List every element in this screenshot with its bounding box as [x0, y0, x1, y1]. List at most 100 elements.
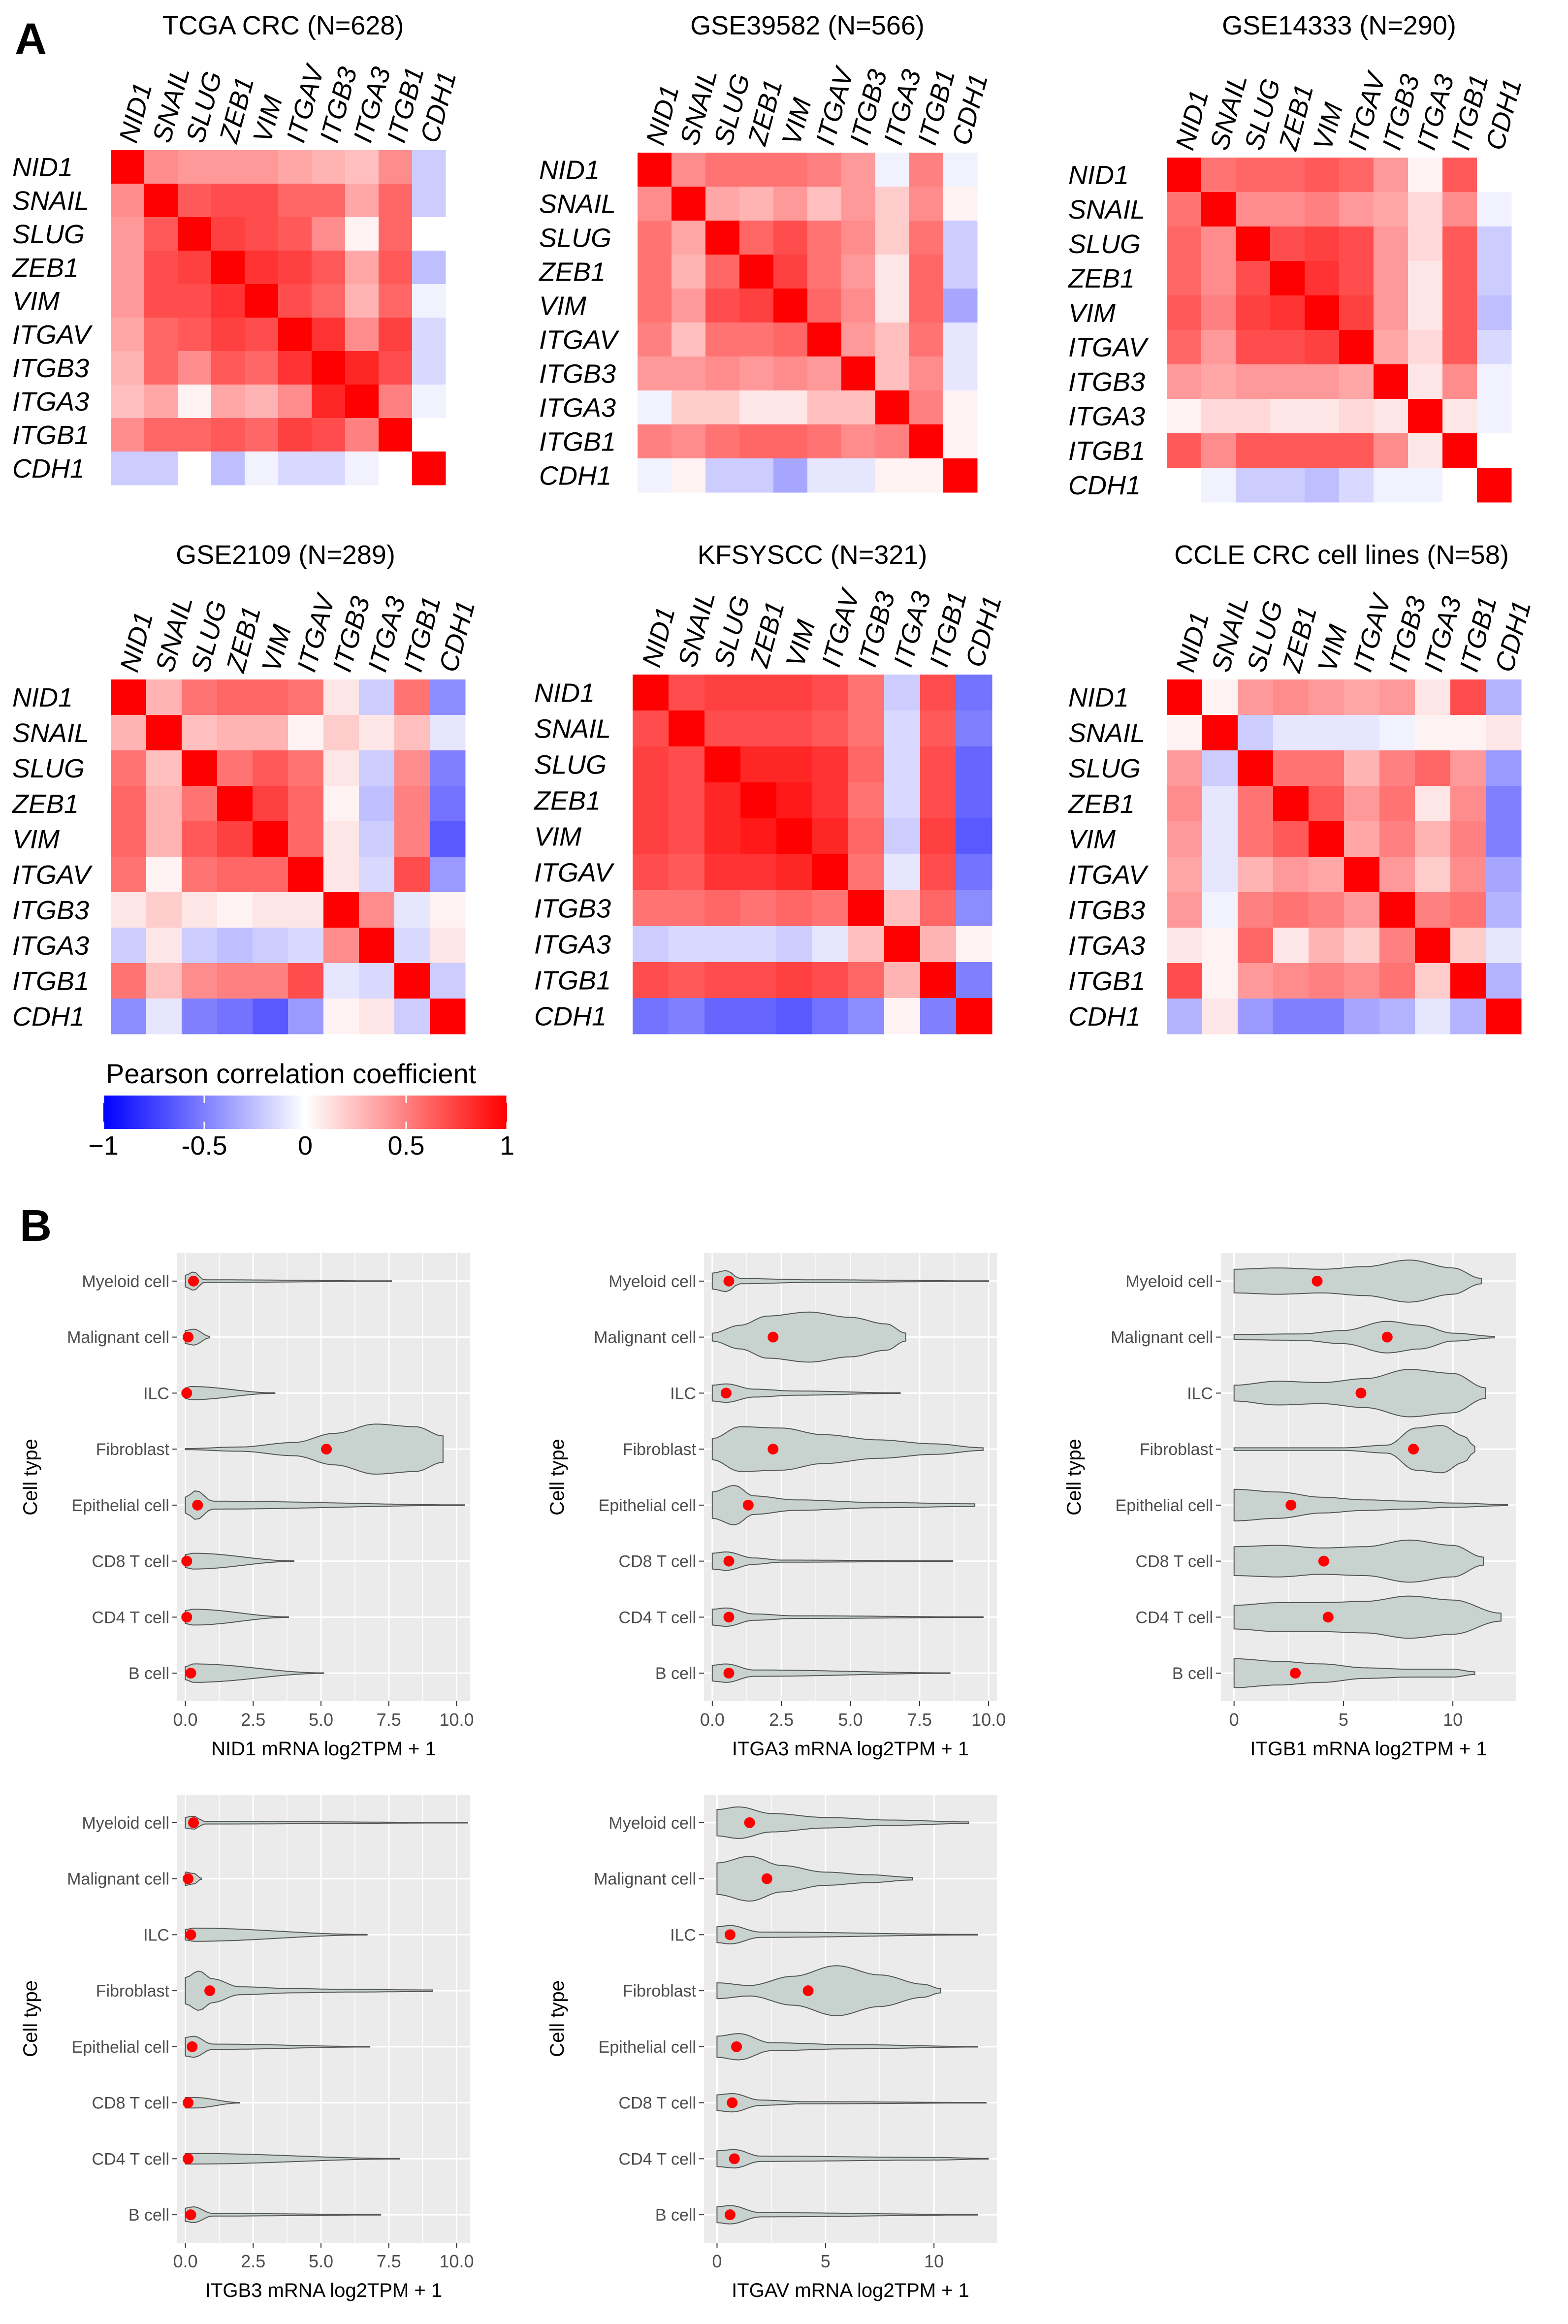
heatmap-cell — [1309, 750, 1344, 786]
heatmap-cell — [776, 890, 813, 927]
heatmap-cell — [111, 821, 147, 857]
heatmap-cell — [111, 150, 145, 184]
heatmap-cell — [1450, 963, 1486, 999]
heatmap-cell — [1374, 158, 1408, 193]
heatmap-cell — [412, 418, 446, 452]
y-tick-label: Fibroblast — [96, 1440, 170, 1459]
heatmap-cell — [323, 892, 359, 928]
heatmap-cell — [111, 418, 145, 452]
heatmap-cell — [146, 750, 182, 786]
heatmap-cell — [312, 184, 346, 218]
heatmap-cell — [144, 284, 178, 318]
heatmap-cell — [1167, 226, 1202, 261]
heatmap-cell — [1309, 821, 1344, 857]
mean-point — [185, 1929, 196, 1940]
heatmap-cell — [669, 710, 705, 747]
heatmap-cell — [1442, 261, 1477, 296]
heatmap-cell — [412, 150, 446, 184]
heatmap-cell — [111, 857, 147, 893]
heatmap-cell — [1408, 364, 1443, 399]
heatmap-cell — [345, 184, 379, 218]
x-tick-label: 10.0 — [439, 2251, 474, 2271]
heatmap-cell — [394, 750, 430, 786]
heatmap-cell — [740, 710, 777, 747]
heatmap-cell — [739, 187, 774, 221]
heatmap-cell — [1236, 226, 1271, 261]
heatmap-cell — [956, 746, 992, 783]
heatmap-cell — [909, 458, 944, 493]
legend-tick-label: −1 — [88, 1131, 119, 1161]
heatmap-cell — [146, 857, 182, 893]
heatmap-cell — [875, 390, 910, 425]
heatmap-cell — [1309, 999, 1344, 1034]
heatmap-cell — [412, 385, 446, 419]
heatmap-cell — [1167, 892, 1203, 928]
x-tick-label: 5.0 — [309, 1710, 333, 1730]
mean-point — [744, 1817, 755, 1828]
heatmap-row-label: SLUG — [12, 220, 85, 249]
heatmap-cell — [740, 854, 777, 891]
heatmap-panels: TCGA CRC (N=628) NID1 SNAIL SLUG ZEB1 VIM ITGA… — [11, 11, 1537, 1034]
heatmap-title: GSE2109 (N=289) — [176, 540, 395, 570]
heatmap-cell — [669, 890, 705, 927]
heatmap-cell — [211, 284, 245, 318]
heatmap-row-label: ZEB1 — [533, 786, 601, 816]
heatmap-cell — [672, 356, 706, 391]
heatmap-cell — [1201, 330, 1236, 365]
heatmap-cell — [1238, 963, 1274, 999]
violin-malignant-cell — [716, 1856, 913, 1902]
heatmap-cell — [379, 251, 413, 285]
heatmap-cell — [956, 854, 992, 891]
heatmap-cell — [848, 746, 885, 783]
heatmap-cell — [1238, 999, 1274, 1034]
heatmap-col-label: VIM — [256, 622, 297, 675]
heatmap-cell — [672, 323, 706, 357]
mean-point — [183, 1873, 194, 1884]
heatmap-cell — [1408, 330, 1443, 365]
heatmap-cell — [1477, 364, 1512, 399]
mean-point — [183, 2097, 194, 2108]
heatmap-cell — [1344, 786, 1380, 822]
heatmap-cell — [909, 390, 944, 425]
heatmap-cell — [1442, 158, 1477, 193]
heatmap-cell — [412, 318, 446, 352]
mean-point — [185, 2209, 196, 2221]
heatmap-cell — [1339, 192, 1374, 227]
color-legend: Pearson correlation coefficient −1 -0.5 0 0… — [88, 1058, 514, 1161]
heatmap-cell — [345, 284, 379, 318]
heatmap-title: KFSYSCC (N=321) — [698, 540, 928, 570]
heatmap-cell — [1442, 468, 1477, 503]
heatmap-cell — [669, 818, 705, 855]
heatmap-cell — [1442, 226, 1477, 261]
heatmap-cell — [1202, 857, 1238, 893]
heatmap-cell — [1201, 192, 1236, 227]
heatmap-cell — [1486, 715, 1522, 751]
heatmap-cell — [884, 710, 921, 747]
heatmap-cell — [1374, 192, 1408, 227]
heatmap-cell — [211, 150, 245, 184]
heatmap-cell — [739, 221, 774, 255]
heatmap-cell — [211, 418, 245, 452]
heatmap-cell — [359, 715, 395, 751]
heatmap-row-label: SLUG — [534, 750, 607, 780]
heatmap-cell — [841, 187, 876, 221]
heatmap-cell — [1486, 963, 1522, 999]
heatmap-cell — [111, 786, 147, 822]
heatmap-cell — [1379, 679, 1415, 715]
heatmap-cell — [1415, 786, 1451, 822]
heatmap-cell — [359, 821, 395, 857]
heatmap-cell — [1236, 192, 1271, 227]
heatmap-cell — [1236, 364, 1271, 399]
heatmap-cell — [1305, 158, 1340, 193]
heatmap-row-label: SLUG — [539, 224, 611, 253]
heatmap-cell — [638, 323, 672, 357]
heatmap-6: CCLE CRC cell lines (N=58) NID1 SNAIL SLUG Z… — [1067, 540, 1537, 1034]
heatmap-row-label: ITGB1 — [12, 967, 89, 996]
heatmap-cell — [1238, 928, 1274, 964]
heatmap-cell — [1486, 750, 1522, 786]
heatmap-cell — [776, 710, 813, 747]
heatmap-cell — [909, 323, 944, 357]
heatmap-cell — [394, 679, 430, 715]
violin-panel-3: 0 5 10 Myeloid cell Malignant cell ILC Fibrobl… — [1063, 1253, 1516, 1760]
